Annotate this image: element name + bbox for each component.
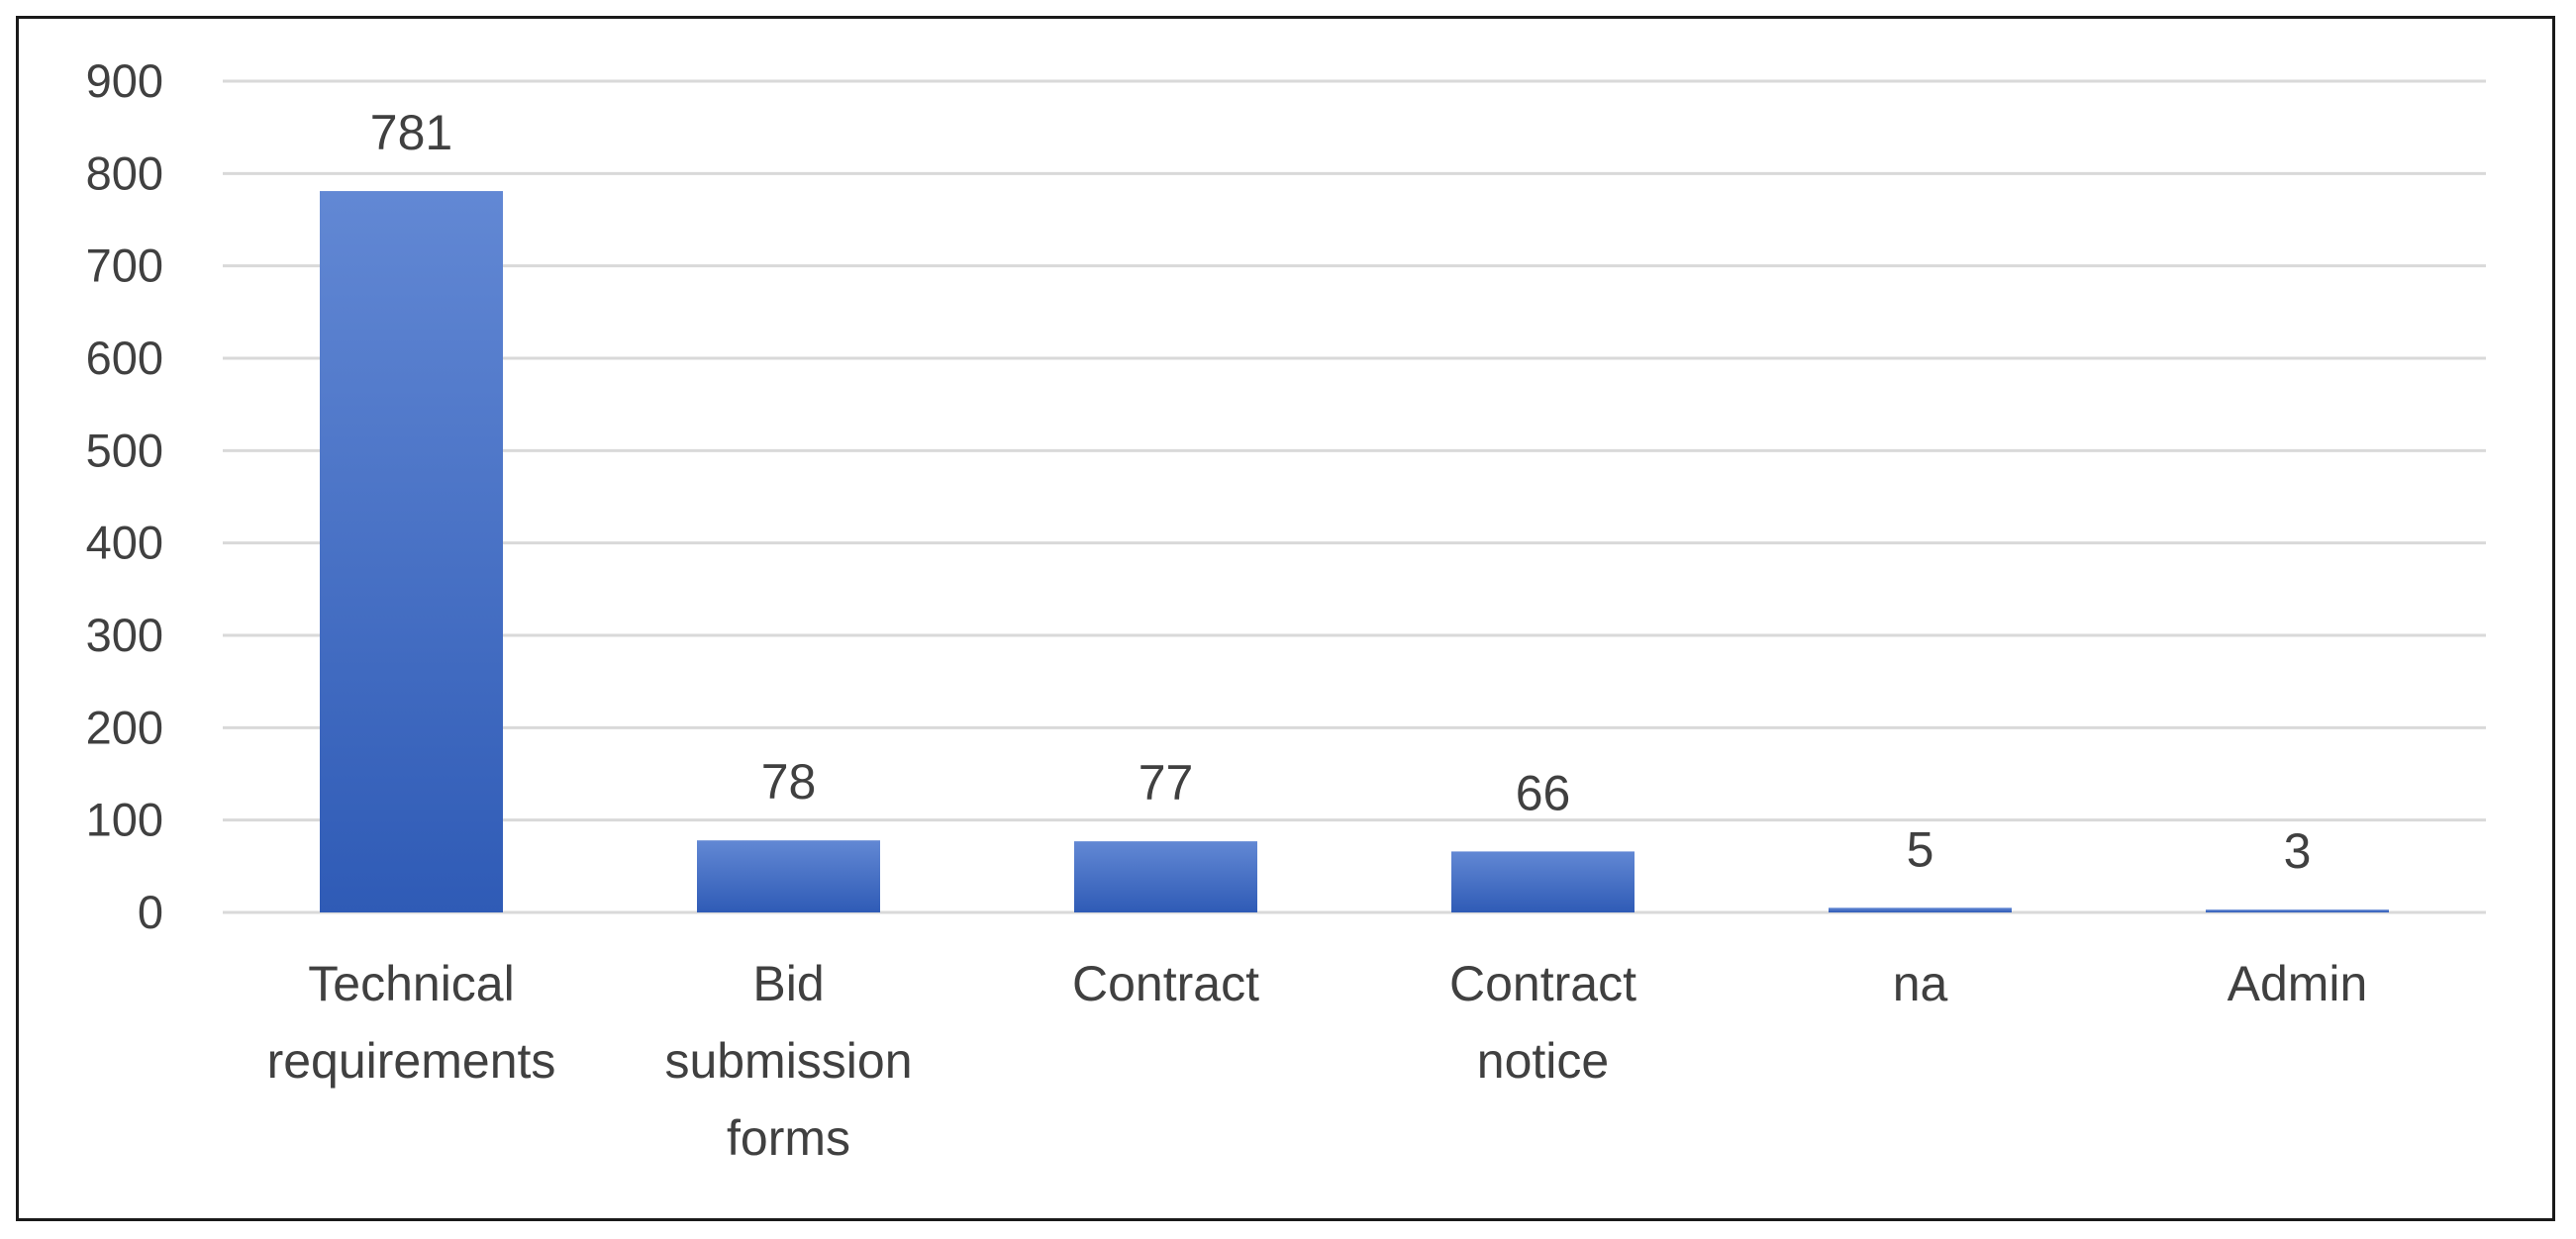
y-axis-tick-labels: 0 100 200 300 400 500 600 700 800 900 (86, 54, 163, 938)
x-category-label: submission (664, 1033, 912, 1089)
x-category-label: Admin (2228, 956, 2368, 1011)
data-labels: 781 78 77 66 5 3 (370, 105, 2312, 879)
data-label: 781 (370, 105, 452, 160)
x-axis-category-labels: Technical requirements Bid submission forms C… (267, 956, 2368, 1166)
x-category-label: requirements (267, 1033, 556, 1089)
y-tick-label: 800 (86, 146, 163, 199)
y-tick-label: 700 (86, 239, 163, 292)
data-label: 5 (1907, 821, 1934, 877)
x-category-label: Technical (308, 956, 514, 1011)
bar-chart: 0 100 200 300 400 500 600 700 800 900 781 78 77 66 5 3… (86, 54, 2486, 1166)
x-category-label: forms (727, 1110, 850, 1166)
bar (1829, 907, 2012, 912)
y-tick-label: 300 (86, 609, 163, 661)
y-tick-label: 600 (86, 332, 163, 384)
x-category-label: Contract (1449, 956, 1636, 1011)
bar (320, 191, 503, 913)
bar (1451, 851, 1635, 912)
gridlines (223, 79, 2486, 914)
y-tick-label: 100 (86, 794, 163, 846)
bar (1074, 841, 1257, 912)
bar (697, 840, 880, 912)
data-label: 3 (2284, 823, 2312, 879)
y-tick-label: 400 (86, 517, 163, 569)
chart-frame: 0 100 200 300 400 500 600 700 800 900 781 78 77 66 5 3… (16, 16, 2555, 1221)
data-label: 77 (1139, 755, 1194, 810)
x-category-label: na (1893, 956, 1948, 1011)
x-category-label: Bid (752, 956, 824, 1011)
data-label: 66 (1516, 765, 1571, 820)
y-tick-label: 900 (86, 54, 163, 107)
bars (320, 191, 2389, 913)
x-category-label: Contract (1072, 956, 1259, 1011)
bar (2206, 909, 2389, 912)
x-category-label: notice (1477, 1033, 1609, 1089)
y-tick-label: 500 (86, 424, 163, 476)
y-tick-label: 0 (138, 886, 163, 938)
data-label: 78 (761, 754, 817, 810)
y-tick-label: 200 (86, 701, 163, 753)
